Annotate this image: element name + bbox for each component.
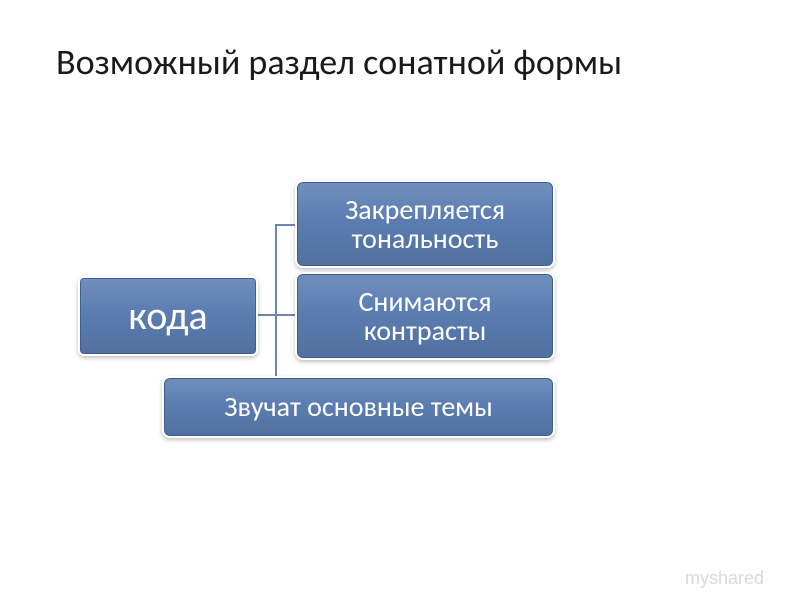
- node-child1: Закрепляется тональность: [295, 180, 555, 268]
- node-child1-label: Закрепляется тональность: [305, 195, 545, 254]
- node-child3-label: Звучат основные темы: [224, 392, 492, 421]
- connector-to-child1: [275, 224, 295, 226]
- node-child2-label: Снимаются контрасты: [305, 287, 545, 346]
- node-root: кода: [78, 276, 258, 356]
- watermark: myshared: [685, 568, 764, 589]
- node-child2: Снимаются контрасты: [295, 272, 555, 360]
- node-root-label: кода: [128, 295, 207, 337]
- node-child3: Звучат основные темы: [162, 376, 555, 438]
- page-title: Возможный раздел сонатной формы: [56, 40, 622, 84]
